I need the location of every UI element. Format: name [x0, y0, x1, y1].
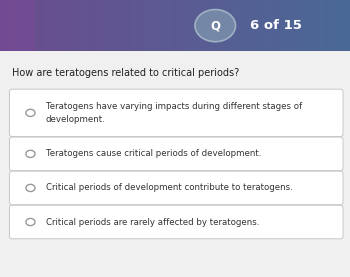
FancyBboxPatch shape [9, 137, 343, 171]
Text: 6 of 15: 6 of 15 [250, 19, 302, 32]
FancyBboxPatch shape [9, 171, 343, 205]
Circle shape [26, 184, 35, 192]
Text: Critical periods of development contribute to teratogens.: Critical periods of development contribu… [46, 183, 292, 193]
FancyBboxPatch shape [0, 51, 350, 277]
Text: Teratogens have varying impacts during different stages of
development.: Teratogens have varying impacts during d… [46, 102, 302, 124]
Text: Critical periods are rarely affected by teratogens.: Critical periods are rarely affected by … [46, 217, 259, 227]
FancyBboxPatch shape [9, 89, 343, 137]
Text: Teratogens cause critical periods of development.: Teratogens cause critical periods of dev… [46, 149, 261, 158]
Text: Q: Q [210, 19, 220, 32]
Circle shape [26, 218, 35, 225]
Circle shape [26, 150, 35, 157]
Circle shape [26, 109, 35, 117]
FancyBboxPatch shape [0, 0, 35, 51]
Text: How are teratogens related to critical periods?: How are teratogens related to critical p… [12, 68, 239, 78]
Circle shape [195, 10, 236, 42]
FancyBboxPatch shape [9, 205, 343, 239]
